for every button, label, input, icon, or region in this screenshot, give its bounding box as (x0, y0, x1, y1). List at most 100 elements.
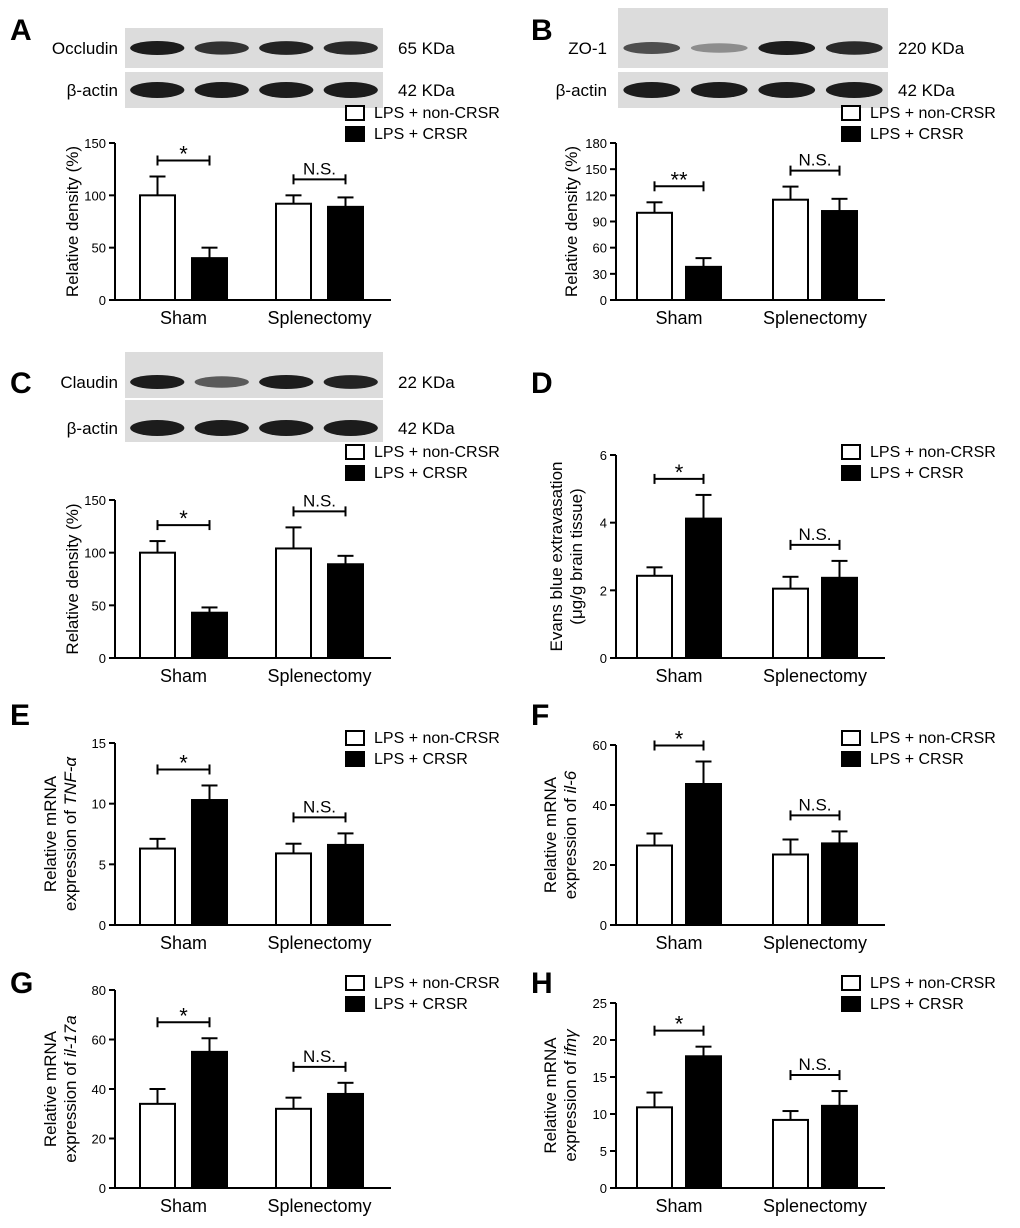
panel-h: H 0 5 10 15 20 25 Relative mRNAexpression of if… (531, 967, 996, 1216)
y-axis-label-italic: TNF-α (61, 756, 80, 806)
y-tick-label: 150 (84, 493, 106, 508)
category-label: Splenectomy (763, 308, 867, 328)
panel-letter: H (531, 967, 553, 1000)
blot-band (323, 375, 378, 389)
y-axis-label: Relative density (%) (562, 146, 581, 297)
legend-swatch-non-crsr (345, 444, 365, 460)
blot-band (130, 420, 185, 436)
blot-band (130, 375, 185, 389)
bar-non-crsr (139, 551, 176, 660)
bar-crsr (821, 842, 858, 927)
legend-swatch-non-crsr (345, 730, 365, 746)
y-axis-label-line: Relative density (%) (63, 503, 82, 654)
y-axis-label-line: expression of (561, 1056, 580, 1162)
blot-band (690, 82, 748, 98)
panel-c: C Claudin β-actin 22 KDa 42 KDa 0 50 100 150Rela… (10, 352, 500, 686)
legend-label-crsr: LPS + CRSR (870, 751, 964, 768)
y-axis-label-italic: il-6 (561, 770, 580, 793)
y-tick-label: 60 (593, 738, 607, 753)
significance-splenectomy-label: N.S. (303, 1047, 336, 1066)
legend-label-crsr: LPS + CRSR (374, 465, 468, 482)
legend-label-non-crsr: LPS + non-CRSR (870, 105, 996, 122)
blot-band (259, 375, 314, 389)
category-label: Splenectomy (267, 308, 371, 328)
legend-swatch-non-crsr (345, 105, 365, 121)
legend-swatch-non-crsr (345, 975, 365, 991)
y-axis-label-italic: il-17a (61, 1015, 80, 1057)
y-tick-label: 5 (99, 857, 106, 872)
legend-swatch-non-crsr (841, 444, 861, 460)
y-tick-label: 40 (92, 1082, 106, 1097)
y-axis-label: Relative density (%) (63, 503, 82, 654)
legend-swatch-crsr (345, 996, 365, 1012)
y-tick-label: 0 (99, 293, 106, 308)
category-label: Sham (655, 1196, 702, 1216)
significance-sham-label: ** (670, 167, 688, 192)
blot-control-label: β-actin (67, 419, 118, 438)
y-tick-label: 150 (585, 162, 607, 177)
y-tick-label: 80 (92, 983, 106, 998)
y-tick-label: 50 (92, 598, 106, 613)
category-label: Splenectomy (763, 666, 867, 686)
blot-band (259, 420, 314, 436)
bar-crsr (685, 265, 722, 302)
blot-band (623, 82, 681, 98)
y-tick-label: 10 (593, 1107, 607, 1122)
panel-a: A Occludin β-actin 65 KDa 42 KDa 0 50 100 150Rel… (10, 14, 500, 328)
y-axis-label: Relative mRNAexpression of il-6 (541, 770, 580, 899)
bar-non-crsr (636, 1106, 673, 1189)
legend-swatch-crsr (345, 126, 365, 142)
legend-swatch-crsr (841, 126, 861, 142)
significance-splenectomy-label: N.S. (303, 491, 336, 510)
bar-non-crsr (139, 847, 176, 926)
y-tick-label: 10 (92, 797, 106, 812)
blot-control-kda: 42 KDa (398, 81, 455, 100)
bar-crsr (191, 799, 228, 927)
blot-band (758, 41, 816, 55)
bar-crsr (327, 563, 364, 660)
bar-non-crsr (275, 202, 312, 301)
panel-e: E 0 5 10 15 Relative mRNAexpression of TNF-α S… (10, 699, 500, 953)
significance-splenectomy-label: N.S. (303, 797, 336, 816)
blot-band (130, 41, 185, 55)
significance-splenectomy-label: N.S. (303, 159, 336, 178)
y-tick-label: 5 (600, 1144, 607, 1159)
panel-b: B ZO-1 β-actin 220 KDa 42 KDa 0 30 60 90 120 150 18… (531, 8, 996, 328)
blot-control-label: β-actin (67, 81, 118, 100)
category-label: Splenectomy (267, 1196, 371, 1216)
significance-sham-label: * (179, 506, 188, 531)
y-tick-label: 0 (99, 1181, 106, 1196)
bar-non-crsr (772, 587, 809, 659)
panel-letter: D (531, 367, 553, 400)
y-tick-label: 50 (92, 241, 106, 256)
y-axis-label-line: Relative mRNA (41, 775, 60, 892)
y-tick-label: 15 (593, 1070, 607, 1085)
blot-band (825, 41, 883, 55)
y-tick-label: 40 (593, 798, 607, 813)
blot-protein-label: ZO-1 (568, 39, 607, 58)
bar-crsr (191, 1050, 228, 1189)
category-label: Sham (160, 1196, 207, 1216)
category-label: Sham (655, 666, 702, 686)
y-axis-label-italic: ifnγ (561, 1028, 580, 1056)
blot-control-label: β-actin (556, 81, 607, 100)
y-axis-label-line: expression of (61, 805, 80, 911)
y-tick-label: 15 (92, 736, 106, 751)
y-tick-label: 0 (600, 293, 607, 308)
blot-band (194, 41, 249, 55)
y-tick-label: 0 (600, 1181, 607, 1196)
legend-label-crsr: LPS + CRSR (870, 465, 964, 482)
blot-band (194, 82, 249, 98)
bar-crsr (327, 205, 364, 301)
panel-g: G 0 20 40 60 80 Relative mRNAexpression of il-… (10, 967, 500, 1216)
significance-sham-label: * (675, 727, 684, 752)
legend-swatch-crsr (841, 996, 861, 1012)
legend-label-crsr: LPS + CRSR (870, 996, 964, 1013)
legend-label-non-crsr: LPS + non-CRSR (374, 105, 500, 122)
y-tick-label: 20 (593, 858, 607, 873)
y-tick-label: 25 (593, 996, 607, 1011)
y-axis-label: Relative density (%) (63, 146, 82, 297)
bar-crsr (191, 257, 228, 301)
bar-non-crsr (772, 198, 809, 301)
blot-band (623, 41, 681, 55)
